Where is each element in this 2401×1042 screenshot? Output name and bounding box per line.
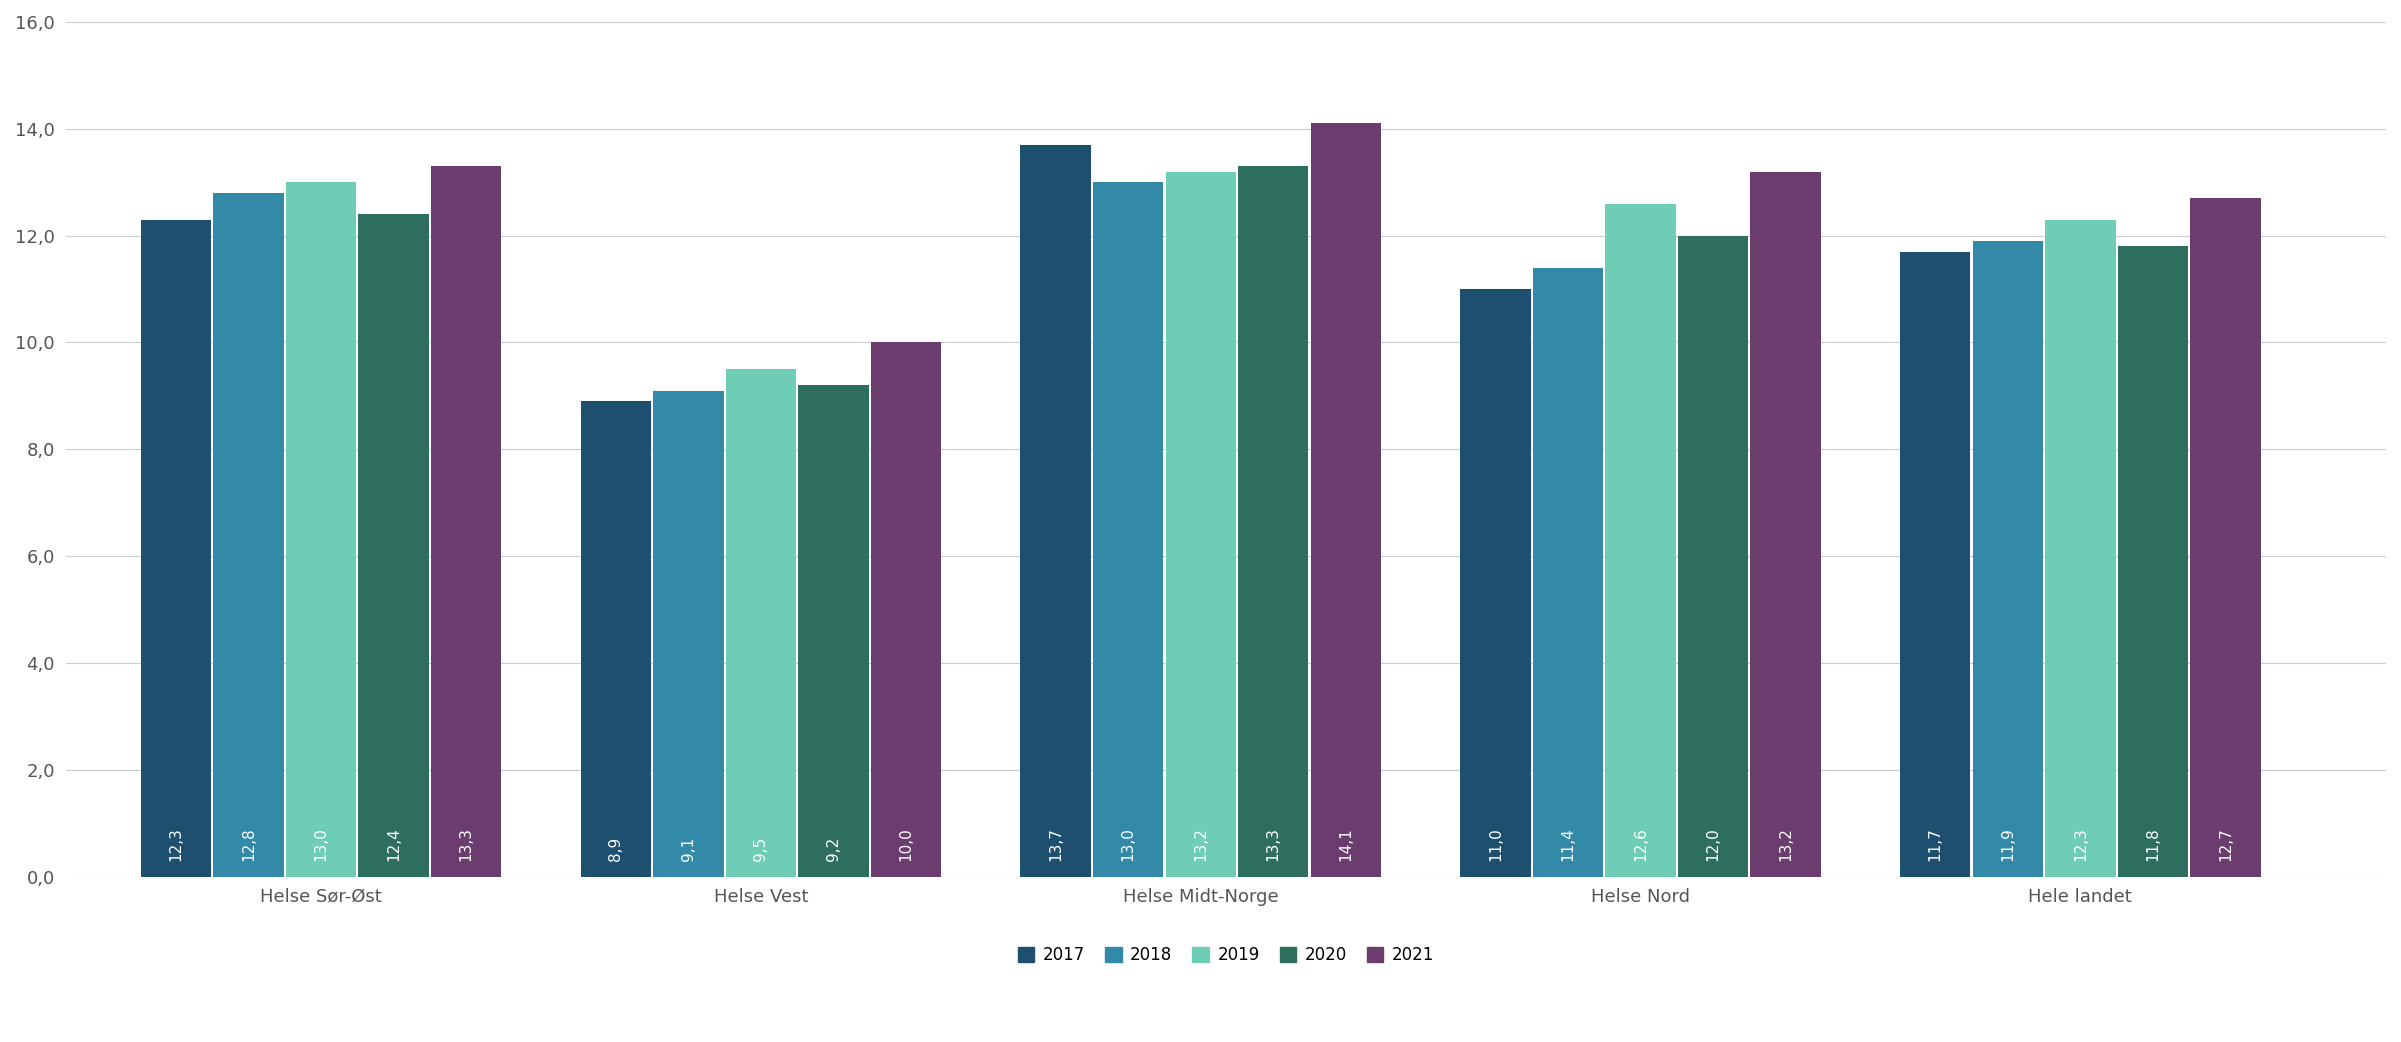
Text: 9,5: 9,5 (754, 837, 768, 861)
Bar (1460, 289, 1529, 876)
Bar (214, 193, 283, 876)
Bar (1606, 203, 1676, 876)
Text: 8,9: 8,9 (607, 837, 624, 861)
Text: 11,0: 11,0 (1489, 826, 1503, 861)
Bar (653, 391, 723, 876)
Bar (432, 167, 502, 876)
Bar (1311, 123, 1381, 876)
Bar (1239, 167, 1309, 876)
Bar (1092, 182, 1164, 876)
Text: 13,0: 13,0 (1121, 826, 1136, 861)
Text: 13,2: 13,2 (1193, 826, 1208, 861)
Text: 12,3: 12,3 (2072, 826, 2089, 861)
Bar (2190, 198, 2262, 876)
Text: 11,8: 11,8 (2146, 826, 2161, 861)
Text: 9,2: 9,2 (826, 837, 840, 861)
Text: 10,0: 10,0 (898, 826, 912, 861)
Bar (725, 369, 797, 876)
Bar (581, 401, 651, 876)
Text: 12,6: 12,6 (1633, 826, 1647, 861)
Bar (358, 215, 430, 876)
Bar (142, 220, 211, 876)
Bar (1750, 172, 1820, 876)
Text: 11,7: 11,7 (1928, 826, 1942, 861)
Bar (797, 386, 869, 876)
Bar (286, 182, 355, 876)
Text: 12,3: 12,3 (168, 826, 182, 861)
Text: 13,2: 13,2 (1779, 826, 1794, 861)
Bar (872, 343, 941, 876)
Text: 13,0: 13,0 (315, 826, 329, 861)
Text: 13,3: 13,3 (459, 826, 473, 861)
Text: 12,7: 12,7 (2219, 826, 2233, 861)
Legend: 2017, 2018, 2019, 2020, 2021: 2017, 2018, 2019, 2020, 2021 (1011, 940, 1441, 971)
Bar (1974, 241, 2043, 876)
Bar (1164, 172, 1237, 876)
Text: 12,4: 12,4 (387, 826, 401, 861)
Text: 9,1: 9,1 (682, 837, 696, 861)
Text: 11,9: 11,9 (2000, 826, 2014, 861)
Bar (2046, 220, 2115, 876)
Text: 13,3: 13,3 (1265, 826, 1280, 861)
Bar (1678, 235, 1748, 876)
Bar (1020, 145, 1090, 876)
Bar (1899, 252, 1971, 876)
Bar (2118, 246, 2187, 876)
Text: 14,1: 14,1 (1337, 826, 1354, 861)
Text: 12,0: 12,0 (1705, 826, 1722, 861)
Text: 11,4: 11,4 (1561, 826, 1575, 861)
Text: 13,7: 13,7 (1049, 826, 1064, 861)
Text: 12,8: 12,8 (240, 826, 257, 861)
Bar (1532, 268, 1604, 876)
